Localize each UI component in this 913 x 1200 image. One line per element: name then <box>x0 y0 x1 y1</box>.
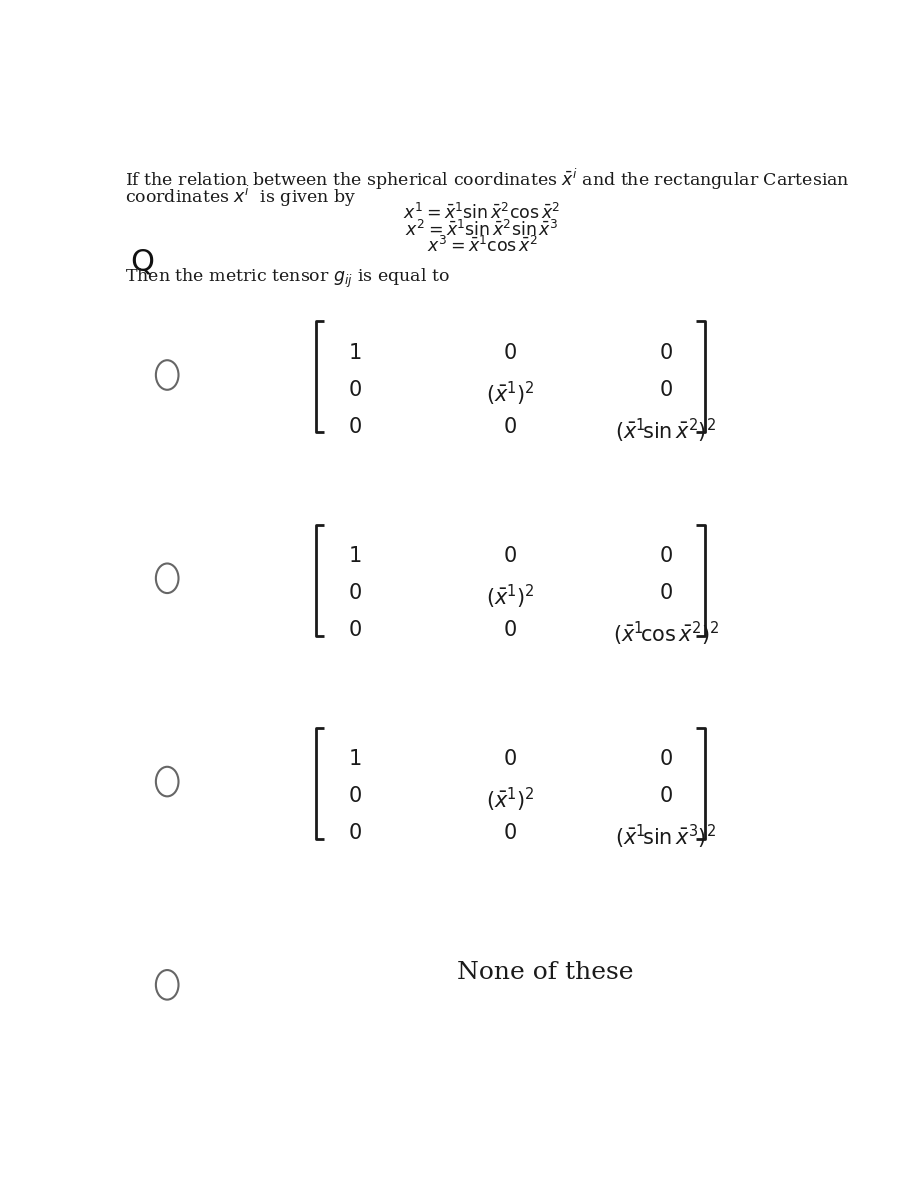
Text: $(\bar{x}^1)^2$: $(\bar{x}^1)^2$ <box>486 786 535 815</box>
Text: $0$: $0$ <box>503 620 518 640</box>
Text: None of these: None of these <box>457 961 634 984</box>
Text: Then the metric tensor $g_{ij}$ is equal to: Then the metric tensor $g_{ij}$ is equal… <box>125 266 449 290</box>
Text: $0$: $0$ <box>659 583 673 602</box>
Text: If the relation between the spherical coordinates $\bar{x}^i$ and the rectangula: If the relation between the spherical co… <box>125 167 849 192</box>
Text: $0$: $0$ <box>348 416 362 437</box>
Text: $x^2 = \bar{x}^1 \sin \bar{x}^2 \sin \bar{x}^3$: $x^2 = \bar{x}^1 \sin \bar{x}^2 \sin \ba… <box>405 220 559 240</box>
Text: $(\bar{x}^1)^2$: $(\bar{x}^1)^2$ <box>486 583 535 611</box>
Text: $0$: $0$ <box>348 786 362 806</box>
Text: $x^1 = \bar{x}^1 \sin \bar{x}^2 \cos \bar{x}^2$: $x^1 = \bar{x}^1 \sin \bar{x}^2 \cos \ba… <box>404 203 561 223</box>
Text: $1$: $1$ <box>348 343 362 362</box>
Text: $(\bar{x}^1\!\sin\bar{x}^3)^2$: $(\bar{x}^1\!\sin\bar{x}^3)^2$ <box>615 823 717 851</box>
Text: $0$: $0$ <box>503 823 518 844</box>
Text: $0$: $0$ <box>348 583 362 602</box>
Text: $(\bar{x}^1\!\sin\bar{x}^2)^2$: $(\bar{x}^1\!\sin\bar{x}^2)^2$ <box>615 416 717 445</box>
Text: $0$: $0$ <box>503 416 518 437</box>
Text: $0$: $0$ <box>659 786 673 806</box>
Text: $0$: $0$ <box>348 379 362 400</box>
Text: $x^3 = \bar{x}^1 \cos \bar{x}^2$: $x^3 = \bar{x}^1 \cos \bar{x}^2$ <box>426 236 538 257</box>
Text: $0$: $0$ <box>348 620 362 640</box>
Text: $1$: $1$ <box>348 546 362 566</box>
Text: $0$: $0$ <box>503 546 518 566</box>
Text: $0$: $0$ <box>503 749 518 769</box>
Text: $0$: $0$ <box>348 823 362 844</box>
Text: $\mathsf{Q}$: $\mathsf{Q}$ <box>131 247 154 276</box>
Text: coordinates $x^i$  is given by: coordinates $x^i$ is given by <box>125 184 356 209</box>
Text: $0$: $0$ <box>503 343 518 362</box>
Text: $1$: $1$ <box>348 749 362 769</box>
Text: $(\bar{x}^1\!\cos\bar{x}^2)^2$: $(\bar{x}^1\!\cos\bar{x}^2)^2$ <box>613 620 719 648</box>
Text: $(\bar{x}^1)^2$: $(\bar{x}^1)^2$ <box>486 379 535 408</box>
Text: $0$: $0$ <box>659 343 673 362</box>
Text: $0$: $0$ <box>659 749 673 769</box>
Text: $0$: $0$ <box>659 379 673 400</box>
Text: $0$: $0$ <box>659 546 673 566</box>
